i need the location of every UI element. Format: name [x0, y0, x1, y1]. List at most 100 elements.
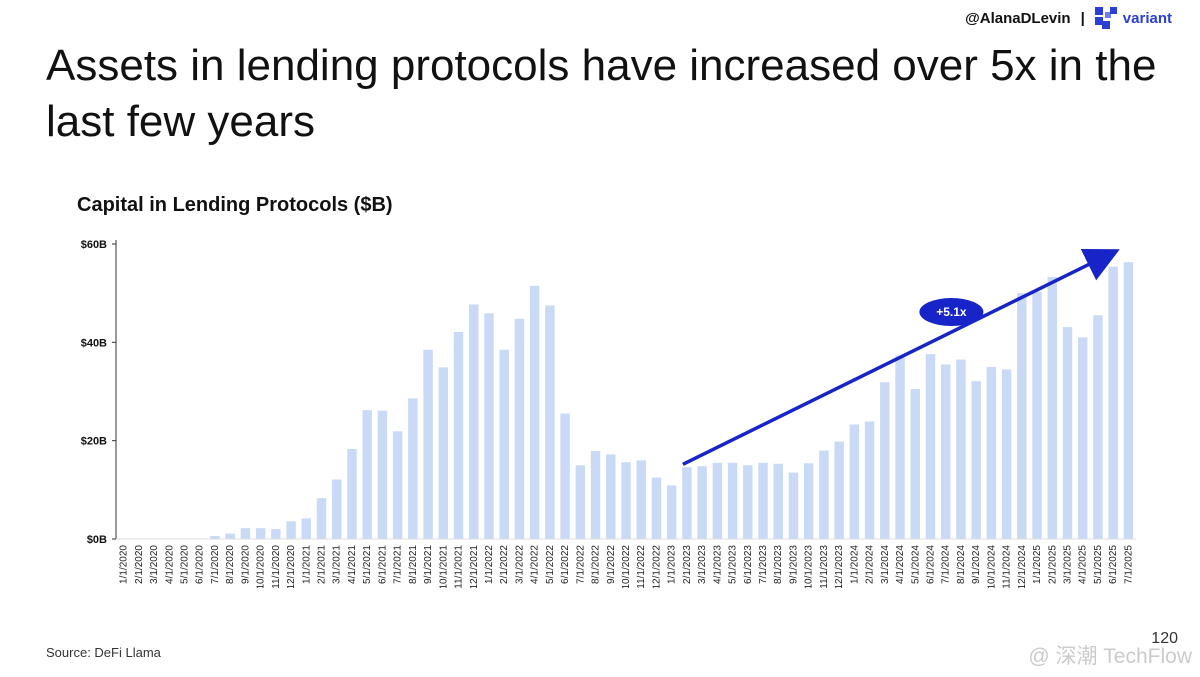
x-tick-label: 5/1/2021 — [362, 545, 373, 584]
x-tick-label: 2/1/2021 — [317, 545, 328, 584]
x-tick-label: 11/1/2024 — [1002, 545, 1013, 588]
x-tick-label: 1/1/2021 — [301, 545, 312, 584]
x-tick-label: 3/1/2024 — [880, 545, 891, 584]
x-tick-label: 9/1/2022 — [606, 545, 617, 584]
x-tick-label: 4/1/2025 — [1078, 545, 1089, 584]
bar — [880, 382, 890, 539]
bar — [1047, 276, 1057, 539]
bar — [788, 472, 799, 539]
bar — [545, 305, 555, 539]
brand-separator: | — [1080, 9, 1085, 27]
page-title: Assets in lending protocols have increas… — [46, 41, 1157, 146]
x-tick-label: 1/1/2020 — [119, 545, 130, 584]
x-tick-label: 1/1/2024 — [849, 545, 860, 584]
x-tick-label: 6/1/2025 — [1108, 545, 1119, 584]
bar — [560, 413, 570, 539]
x-tick-label: 11/1/2021 — [454, 545, 465, 588]
x-tick-label: 10/1/2021 — [438, 545, 449, 588]
bar — [301, 518, 312, 539]
bar — [864, 421, 875, 539]
bar — [1093, 315, 1103, 539]
bar — [286, 521, 296, 539]
bar — [636, 460, 646, 539]
x-tick-label: 8/1/2021 — [408, 545, 419, 584]
x-tick-label: 10/1/2024 — [986, 545, 997, 588]
bar — [362, 410, 372, 539]
bar — [332, 479, 342, 539]
x-tick-label: 7/1/2025 — [1123, 545, 1134, 584]
x-tick-label: 3/1/2020 — [149, 545, 160, 584]
variant-logo-icon — [1094, 7, 1117, 29]
x-tick-label: 10/1/2023 — [804, 545, 815, 588]
bar — [408, 398, 418, 539]
bar — [1123, 262, 1134, 539]
bar — [819, 450, 829, 539]
x-tick-label: 2/1/2020 — [134, 545, 145, 584]
bar — [240, 528, 251, 539]
bar — [1062, 327, 1073, 539]
y-tick-label: $20B — [81, 436, 107, 448]
x-tick-label: 8/1/2020 — [225, 545, 236, 584]
x-tick-label: 5/1/2022 — [545, 545, 556, 584]
x-tick-label: 9/1/2024 — [971, 545, 982, 584]
growth-annotation: +5.1x — [682, 248, 1120, 466]
bar — [621, 462, 631, 539]
chart-title: Capital in Lending Protocols ($B) — [77, 194, 393, 216]
bar — [499, 349, 509, 539]
bar — [910, 389, 920, 539]
y-axis: $0B $20B $40B $60B — [81, 239, 117, 546]
bar — [606, 454, 616, 539]
x-tick-label: 11/1/2023 — [819, 545, 830, 588]
x-tick-label: 7/1/2024 — [941, 545, 952, 584]
x-tick-label: 2/1/2025 — [1047, 545, 1058, 584]
x-tick-label: 3/1/2025 — [1062, 545, 1073, 584]
bar — [682, 467, 692, 539]
growth-label: +5.1x — [936, 305, 967, 319]
bar — [210, 536, 220, 539]
x-tick-label: 1/1/2025 — [1032, 545, 1043, 584]
bar — [743, 465, 753, 539]
x-tick-label: 7/1/2023 — [758, 545, 769, 584]
bar — [1077, 337, 1088, 539]
bar — [956, 359, 966, 539]
x-tick-label: 3/1/2023 — [697, 545, 708, 584]
x-tick-label: 11/1/2020 — [271, 545, 282, 588]
x-tick-label: 12/1/2023 — [834, 545, 845, 588]
x-tick-label: 4/1/2024 — [895, 545, 906, 584]
brand-name: variant — [1122, 9, 1172, 27]
bar — [392, 431, 403, 539]
watermark: @ 深潮 TechFlow — [1028, 640, 1192, 670]
bar — [651, 477, 662, 539]
bar — [529, 285, 540, 539]
x-tick-label: 9/1/2020 — [240, 545, 251, 584]
growth-arrow — [682, 248, 1120, 466]
bar — [514, 318, 525, 539]
x-tick-label: 5/1/2023 — [728, 545, 739, 584]
x-tick-label: 10/1/2020 — [256, 545, 267, 588]
bar — [469, 304, 479, 539]
growth-label-pill — [919, 298, 984, 327]
x-tick-label: 8/1/2022 — [591, 545, 602, 584]
bar — [347, 449, 357, 539]
bar — [712, 462, 723, 539]
bar — [971, 381, 981, 539]
watermark-text: @ 深潮 TechFlow — [1028, 645, 1192, 668]
bar — [225, 533, 235, 539]
bar — [377, 410, 388, 539]
bar — [590, 450, 601, 539]
x-axis: 1/1/2020 2/1/2020 3/1/2020 4/1/2020 5/1/2020… — [116, 538, 1136, 588]
x-tick-label: 11/1/2022 — [636, 545, 647, 588]
lending-capital-chart: $0B $20B $40B $60B 1/1/2020 2/1/2020 3/1/2020… — [81, 239, 1136, 588]
bar — [758, 462, 768, 539]
page-number: 120 — [1151, 630, 1178, 647]
bar — [453, 332, 464, 539]
bar — [1017, 293, 1027, 539]
bar — [773, 463, 783, 539]
y-tick-label: $0B — [87, 534, 107, 546]
bar — [727, 462, 738, 539]
x-tick-label: 9/1/2023 — [788, 545, 799, 584]
x-tick-label: 2/1/2024 — [865, 545, 876, 584]
x-tick-label: 5/1/2024 — [910, 545, 921, 584]
x-tick-label: 5/1/2020 — [180, 545, 191, 584]
bar — [484, 313, 494, 539]
